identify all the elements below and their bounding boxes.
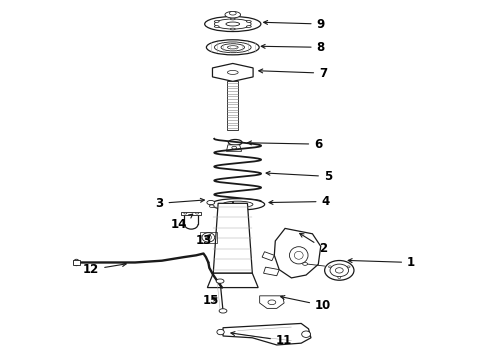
Ellipse shape	[338, 276, 341, 278]
Text: 8: 8	[261, 41, 325, 54]
Polygon shape	[207, 273, 258, 288]
Polygon shape	[73, 260, 80, 265]
Text: 4: 4	[269, 195, 330, 208]
Polygon shape	[181, 212, 201, 215]
Text: 12: 12	[83, 262, 126, 276]
Ellipse shape	[184, 213, 187, 214]
Ellipse shape	[230, 18, 235, 20]
Ellipse shape	[217, 329, 224, 335]
Ellipse shape	[206, 40, 259, 55]
Text: 9: 9	[264, 18, 325, 31]
Ellipse shape	[325, 261, 354, 280]
Polygon shape	[264, 267, 279, 276]
Text: 6: 6	[247, 138, 322, 150]
Ellipse shape	[205, 235, 212, 240]
Ellipse shape	[227, 71, 238, 75]
Ellipse shape	[290, 247, 308, 264]
Ellipse shape	[227, 46, 238, 49]
Text: 15: 15	[202, 294, 219, 307]
Text: 11: 11	[231, 332, 292, 347]
Ellipse shape	[294, 251, 303, 259]
Text: 13: 13	[196, 234, 212, 247]
Ellipse shape	[214, 21, 219, 22]
Polygon shape	[226, 145, 242, 151]
Text: 3: 3	[155, 197, 204, 210]
Ellipse shape	[205, 17, 261, 32]
Ellipse shape	[214, 26, 219, 27]
Ellipse shape	[215, 19, 251, 29]
Polygon shape	[223, 323, 311, 345]
Ellipse shape	[228, 139, 242, 145]
Ellipse shape	[230, 28, 235, 30]
Polygon shape	[274, 228, 321, 278]
Polygon shape	[260, 296, 284, 309]
Ellipse shape	[225, 12, 241, 18]
Polygon shape	[213, 63, 253, 81]
Ellipse shape	[347, 266, 350, 268]
Ellipse shape	[330, 264, 348, 276]
Polygon shape	[213, 203, 252, 273]
Text: 10: 10	[281, 296, 331, 312]
Ellipse shape	[268, 300, 276, 305]
Ellipse shape	[216, 279, 224, 283]
Ellipse shape	[328, 266, 331, 268]
Text: 14: 14	[171, 214, 193, 231]
Ellipse shape	[246, 26, 251, 27]
Text: 5: 5	[266, 170, 332, 183]
Ellipse shape	[335, 268, 343, 273]
Ellipse shape	[246, 21, 251, 22]
Ellipse shape	[215, 42, 251, 53]
Ellipse shape	[232, 146, 237, 149]
Ellipse shape	[202, 233, 215, 242]
Ellipse shape	[209, 205, 214, 207]
Ellipse shape	[219, 309, 227, 313]
Ellipse shape	[196, 213, 198, 214]
Polygon shape	[227, 81, 238, 130]
Polygon shape	[262, 252, 274, 261]
Ellipse shape	[226, 22, 240, 26]
Ellipse shape	[221, 44, 245, 51]
Ellipse shape	[207, 201, 215, 205]
Text: 2: 2	[300, 233, 327, 255]
Ellipse shape	[211, 199, 265, 210]
Text: 1: 1	[348, 256, 415, 269]
Ellipse shape	[303, 262, 308, 265]
Ellipse shape	[229, 12, 236, 15]
Ellipse shape	[222, 201, 253, 208]
Text: 7: 7	[259, 67, 327, 80]
Ellipse shape	[74, 259, 79, 266]
Ellipse shape	[302, 331, 311, 337]
